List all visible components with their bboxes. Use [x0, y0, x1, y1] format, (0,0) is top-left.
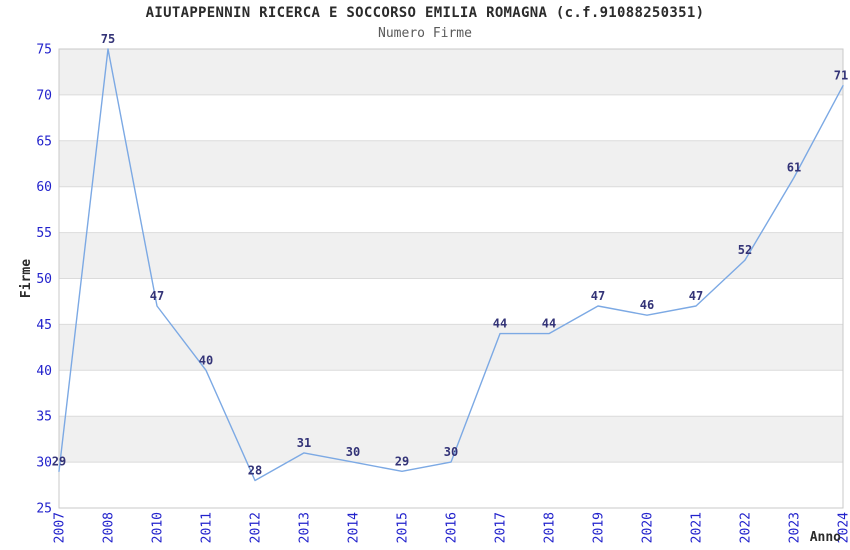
point-value-label: 75 [101, 32, 115, 46]
x-tick-label: 2021 [690, 512, 705, 543]
point-value-label: 29 [52, 454, 66, 468]
plot-band [59, 462, 843, 508]
chart-subtitle: Numero Firme [378, 26, 472, 41]
x-tick-label: 2022 [739, 512, 754, 543]
point-value-label: 47 [689, 289, 703, 303]
point-value-label: 29 [395, 454, 409, 468]
point-value-label: 44 [493, 317, 507, 331]
y-tick-label: 50 [36, 272, 52, 287]
x-tick-label: 2017 [494, 512, 509, 543]
x-tick-label: 2007 [53, 512, 68, 543]
x-tick-label: 2014 [347, 512, 362, 543]
plot-band [59, 232, 843, 279]
y-tick-label: 30 [36, 456, 52, 471]
x-tick-label: 2015 [396, 512, 411, 543]
x-tick-label: 2023 [788, 512, 803, 543]
plot-border [58, 48, 844, 509]
y-tick-label: 40 [36, 364, 52, 379]
data-line [58, 48, 844, 482]
point-value-label: 30 [444, 445, 458, 459]
plot-band [59, 49, 843, 95]
y-tick-label: 70 [36, 88, 52, 103]
x-tick-label: 2013 [298, 512, 313, 543]
point-value-label: 31 [297, 436, 311, 450]
y-axis-title: Firme [19, 259, 34, 298]
y-tick-label: 45 [36, 318, 52, 333]
x-tick-label: 2018 [543, 512, 558, 543]
plot-band [59, 370, 843, 417]
point-value-label: 46 [640, 298, 654, 312]
y-tick-label: 60 [36, 180, 52, 195]
point-value-label: 52 [738, 243, 752, 257]
x-tick-label: 2024 [837, 512, 850, 543]
x-tick-label: 2020 [641, 512, 656, 543]
plot-band [59, 140, 843, 187]
chart-title: AIUTAPPENNIN RICERCA E SOCCORSO EMILIA R… [145, 5, 705, 21]
point-value-label: 47 [150, 289, 164, 303]
point-value-label: 71 [834, 69, 848, 83]
x-tick-label: 2012 [249, 512, 264, 543]
x-tick-label: 2011 [200, 512, 215, 543]
x-tick-label: 2019 [592, 512, 607, 543]
y-tick-label: 75 [36, 43, 52, 58]
point-value-label: 44 [542, 317, 556, 331]
point-value-label: 47 [591, 289, 605, 303]
plot-band [59, 278, 843, 325]
x-axis-title: Anno [810, 530, 841, 545]
plot-band [59, 324, 843, 371]
y-tick-label: 35 [36, 410, 52, 425]
point-value-label: 28 [248, 463, 262, 477]
point-value-label: 40 [199, 353, 213, 367]
x-tick-label: 2010 [151, 512, 166, 543]
x-tick-label: 2008 [102, 512, 117, 543]
y-tick-label: 65 [36, 134, 52, 149]
y-tick-label: 55 [36, 226, 52, 241]
plot-band [59, 94, 843, 141]
plot-band [59, 186, 843, 233]
point-value-label: 61 [787, 161, 801, 175]
y-tick-label: 25 [36, 502, 52, 517]
point-value-label: 30 [346, 445, 360, 459]
x-tick-label: 2016 [445, 512, 460, 543]
plot-band [59, 416, 843, 463]
